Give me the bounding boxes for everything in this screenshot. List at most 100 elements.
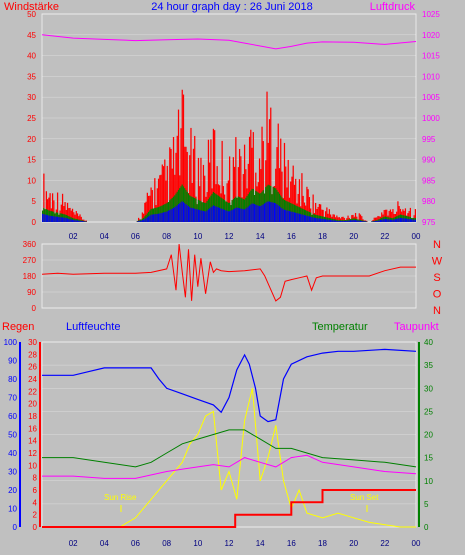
dewpoint-line <box>42 454 417 479</box>
compass-label: N <box>433 239 441 251</box>
wind-x-tick-label: 10 <box>193 232 202 241</box>
climate-x-tick-label: 20 <box>349 539 358 548</box>
wind-y-tick-label: 25 <box>27 114 36 123</box>
rain-y-tick-label: 18 <box>28 412 37 421</box>
climate-x-tick-label: 06 <box>131 539 140 548</box>
humidity-y-tick-label: 100 <box>4 338 18 347</box>
rain-y-tick-label: 24 <box>28 375 37 384</box>
temperature-y-tick-label: 15 <box>424 454 433 463</box>
humidity-y-tick-label: 80 <box>8 375 17 384</box>
rain-y-tick-label: 14 <box>28 437 37 446</box>
direction-y-tick-label: 0 <box>32 304 37 313</box>
humidity-line <box>42 348 417 423</box>
climate-grid <box>42 341 416 528</box>
climate-x-tick-label: 04 <box>100 539 109 548</box>
humidity-y-tick-label: 70 <box>8 394 17 403</box>
climate-x-tick-label: 10 <box>193 539 202 548</box>
humidity-y-tick-label: 90 <box>8 357 17 366</box>
humidity-y-tick-label: 40 <box>8 449 17 458</box>
pressure-y-ticks: 975 980 985 990 995 1000 1005 1010 1015 1020 1025 <box>422 10 440 227</box>
temperature-y-ticks: 0 5 10 15 20 25 30 35 40 <box>424 338 433 532</box>
wind-x-tick-label: 22 <box>380 232 389 241</box>
dewpoint-axis-label: Taupunkt <box>394 321 439 333</box>
direction-y-tick-label: 270 <box>23 256 37 265</box>
wind-y-tick-label: 20 <box>27 135 36 144</box>
rain-y-tick-label: 0 <box>33 523 38 532</box>
pressure-y-tick-label: 985 <box>422 176 436 185</box>
temperature-axis-label: Temperatur <box>312 321 368 333</box>
wind-x-tick-label: 16 <box>287 232 296 241</box>
rain-y-tick-label: 20 <box>28 400 37 409</box>
temperature-y-tick-label: 40 <box>424 338 433 347</box>
temperature-y-tick-label: 0 <box>424 523 429 532</box>
pressure-y-tick-label: 1025 <box>422 10 440 19</box>
humidity-axis-label: Luftfeuchte <box>66 321 120 333</box>
climate-x-tick-label: 00 <box>412 539 421 548</box>
humidity-y-tick-label: 50 <box>8 431 17 440</box>
humidity-y-tick-label: 30 <box>8 468 17 477</box>
climate-x-ticks: 02 04 06 08 10 12 14 16 18 20 22 00 <box>69 539 421 548</box>
temperature-y-tick-label: 10 <box>424 477 433 486</box>
wind-x-ticks: 02 04 06 08 10 12 14 16 18 20 22 00 <box>69 232 421 241</box>
wind-y-tick-label: 35 <box>27 72 36 81</box>
rain-y-tick-label: 10 <box>28 461 37 470</box>
humidity-y-ticks: 0 10 20 30 40 50 60 70 80 90 100 <box>4 338 18 532</box>
pressure-axis-label: Luftdruck <box>370 1 416 13</box>
pressure-y-tick-label: 1020 <box>422 31 440 40</box>
wind-y-tick-label: 40 <box>27 52 36 61</box>
wind-x-tick-label: 08 <box>162 232 171 241</box>
pressure-y-tick-label: 990 <box>422 156 436 165</box>
compass-label: S <box>433 272 440 284</box>
compass-label: O <box>433 289 442 301</box>
temperature-y-tick-label: 25 <box>424 407 433 416</box>
chart-title: 24 hour graph day : 26 Juni 2018 <box>151 1 312 13</box>
wind-x-tick-label: 12 <box>225 232 234 241</box>
pressure-y-tick-label: 1010 <box>422 72 440 81</box>
wind-y-tick-label: 5 <box>32 197 37 206</box>
wind-x-tick-label: 00 <box>412 232 421 241</box>
wind-x-tick-label: 02 <box>69 232 78 241</box>
sunrise-label: Sun Rise <box>104 493 137 502</box>
compass-label: N <box>433 305 441 317</box>
wind-x-tick-label: 18 <box>318 232 327 241</box>
pressure-y-tick-label: 980 <box>422 197 436 206</box>
rain-y-tick-label: 26 <box>28 363 37 372</box>
wind-direction-line <box>41 243 416 302</box>
temperature-y-tick-label: 5 <box>424 500 429 509</box>
pressure-line <box>41 34 417 50</box>
pressure-y-tick-label: 1005 <box>422 93 440 102</box>
wind-y-tick-label: 50 <box>27 10 36 19</box>
climate-x-tick-label: 14 <box>256 539 265 548</box>
humidity-y-tick-label: 0 <box>13 523 18 532</box>
wind-y-tick-label: 30 <box>27 93 36 102</box>
temperature-y-tick-label: 35 <box>424 361 433 370</box>
climate-x-tick-label: 08 <box>162 539 171 548</box>
climate-x-tick-label: 18 <box>318 539 327 548</box>
wind-y-tick-label: 15 <box>27 156 36 165</box>
wind-y-tick-label: 0 <box>32 218 37 227</box>
rain-line <box>42 489 416 528</box>
humidity-y-tick-label: 10 <box>8 505 17 514</box>
direction-y-ticks: 0 90 180 270 360 <box>23 240 37 313</box>
rain-y-tick-label: 30 <box>28 338 37 347</box>
rain-y-tick-label: 28 <box>28 350 37 359</box>
temperature-y-tick-label: 20 <box>424 431 433 440</box>
wind-bars <box>41 89 417 222</box>
wind-x-tick-label: 20 <box>349 232 358 241</box>
temperature-y-tick-label: 30 <box>424 384 433 393</box>
temperature-line <box>42 429 417 468</box>
wind-axis-label: Windstärke <box>4 1 59 13</box>
direction-y-tick-label: 90 <box>27 288 36 297</box>
wind-x-tick-label: 06 <box>131 232 140 241</box>
pressure-y-tick-label: 995 <box>422 135 436 144</box>
direction-y-tick-label: 360 <box>23 240 37 249</box>
wind-x-tick-label: 14 <box>256 232 265 241</box>
pressure-y-tick-label: 1000 <box>422 114 440 123</box>
pressure-y-tick-label: 1015 <box>422 52 440 61</box>
wind-y-ticks: 0 5 10 15 20 25 30 35 40 45 50 <box>27 10 36 227</box>
climate-x-tick-label: 16 <box>287 539 296 548</box>
rain-y-tick-label: 8 <box>33 474 38 483</box>
